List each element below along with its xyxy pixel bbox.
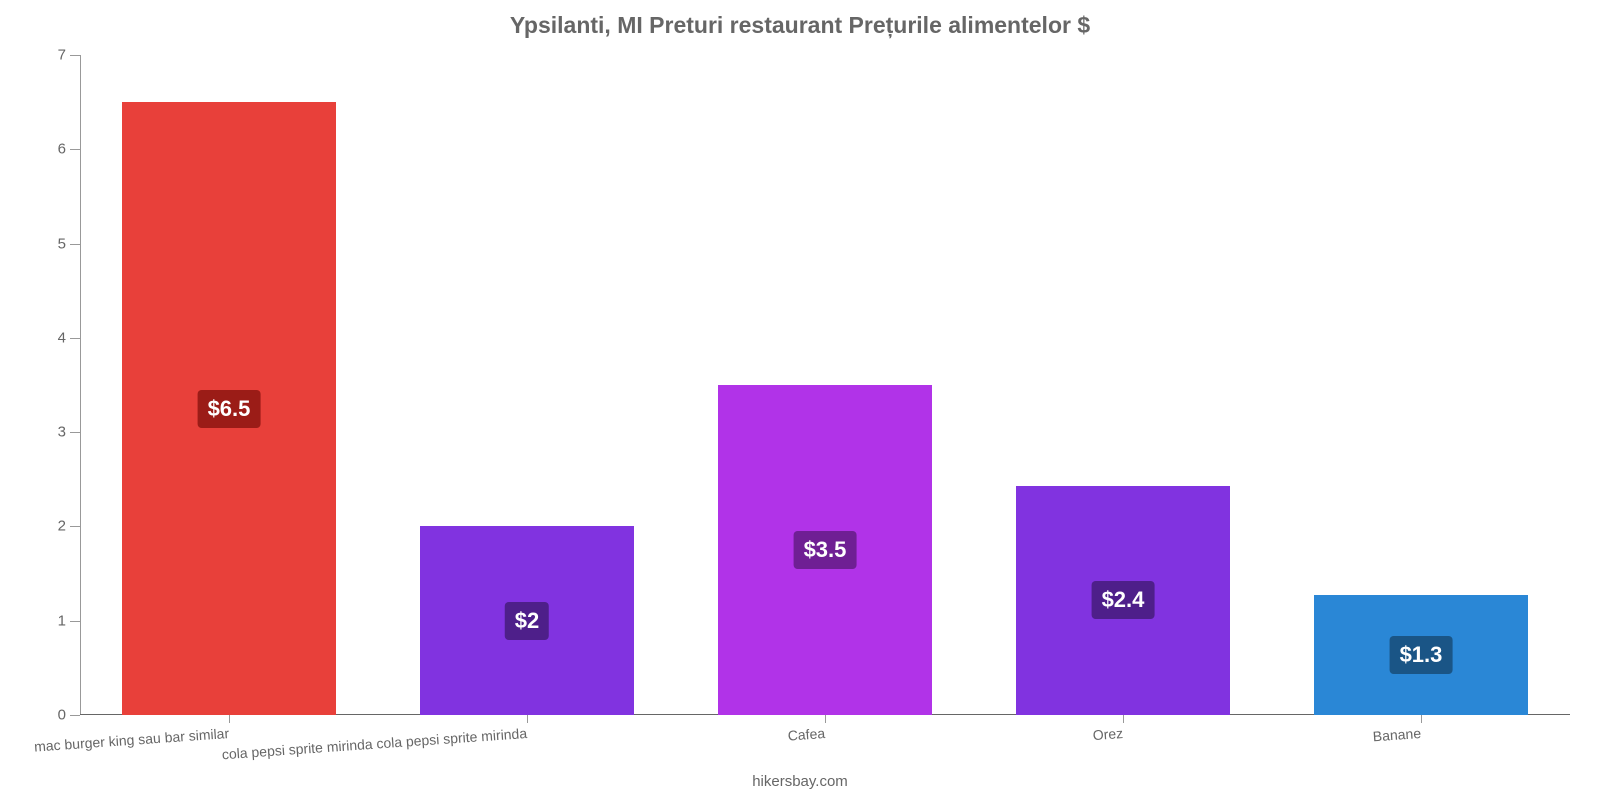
y-tick-label: 3 <box>58 424 66 441</box>
y-tick <box>70 244 80 245</box>
y-tick <box>70 432 80 433</box>
y-tick <box>70 55 80 56</box>
y-tick <box>70 715 80 716</box>
chart-footer: hikersbay.com <box>0 773 1600 790</box>
x-tick <box>229 715 230 723</box>
chart-title: Ypsilanti, MI Preturi restaurant Prețuri… <box>0 0 1600 39</box>
x-tick <box>1421 715 1422 723</box>
x-tick <box>527 715 528 723</box>
x-tick <box>825 715 826 723</box>
plot-area: 01234567$6.5mac burger king sau bar simi… <box>80 55 1570 715</box>
y-tick-label: 7 <box>58 47 66 64</box>
bar: $2.4 <box>1016 486 1231 715</box>
y-axis-line <box>80 55 81 715</box>
y-tick <box>70 526 80 527</box>
x-axis-label: Cafea <box>787 725 825 744</box>
y-tick-label: 1 <box>58 612 66 629</box>
y-tick-label: 6 <box>58 141 66 158</box>
x-axis-label: Banane <box>1372 725 1421 744</box>
bar: $1.3 <box>1314 595 1529 715</box>
x-tick <box>1123 715 1124 723</box>
value-badge: $2.4 <box>1092 581 1155 619</box>
bar: $6.5 <box>122 102 337 715</box>
chart-container: Ypsilanti, MI Preturi restaurant Prețuri… <box>0 0 1600 800</box>
bar: $2 <box>420 526 635 715</box>
x-axis-label: cola pepsi sprite mirinda cola pepsi spr… <box>221 725 527 762</box>
x-axis-label: Orez <box>1092 725 1123 743</box>
y-tick-label: 2 <box>58 518 66 535</box>
y-tick-label: 0 <box>58 707 66 724</box>
value-badge: $1.3 <box>1390 636 1453 674</box>
y-tick <box>70 621 80 622</box>
bar: $3.5 <box>718 385 933 715</box>
y-tick-label: 5 <box>58 235 66 252</box>
y-tick-label: 4 <box>58 329 66 346</box>
value-badge: $3.5 <box>794 531 857 569</box>
x-axis-label: mac burger king sau bar similar <box>34 725 230 755</box>
value-badge: $2 <box>505 602 549 640</box>
y-tick <box>70 149 80 150</box>
y-tick <box>70 338 80 339</box>
value-badge: $6.5 <box>198 390 261 428</box>
